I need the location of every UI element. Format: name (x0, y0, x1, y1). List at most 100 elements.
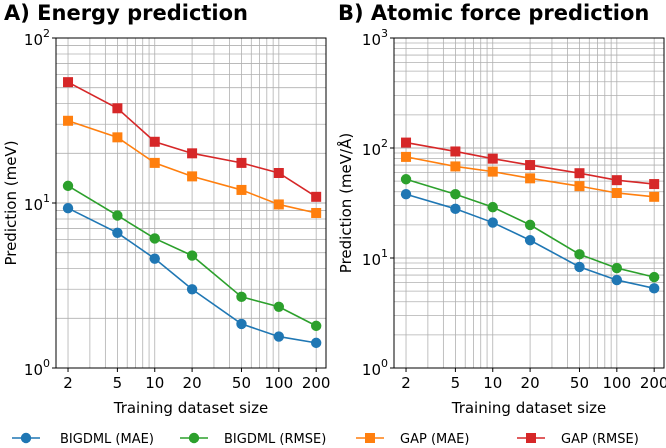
x-tick-label: 10 (145, 374, 164, 392)
data-point (524, 219, 536, 231)
data-point (112, 227, 123, 238)
data-point (487, 166, 498, 177)
legend-marker-shape (526, 433, 536, 443)
data-point (186, 284, 198, 295)
panel-energy: A) Energy prediction 2 5 10 2 0 50 100 200 100 1… (2, 1, 330, 417)
data-point (311, 207, 322, 218)
data-point (149, 136, 160, 147)
series-bigdml-rmse (400, 174, 660, 283)
legend-entry: BIGDML (RMSE) (180, 432, 326, 447)
data-point (649, 179, 660, 190)
axes-frame (393, 37, 665, 369)
y-tick-label: 100 (24, 357, 50, 379)
data-point (525, 173, 536, 184)
data-point (236, 184, 247, 195)
data-point (310, 337, 322, 349)
data-point (62, 180, 74, 192)
y-tick-exponent: 0 (43, 357, 50, 370)
x-tick-label: 10 (483, 374, 502, 392)
series (400, 137, 660, 294)
series-gap-rmse (63, 77, 322, 202)
x-tick-label: 50 (232, 374, 251, 392)
data-point (112, 210, 123, 221)
data-point (574, 249, 585, 260)
x-tick-label: 20 (521, 374, 540, 392)
legend-marker-shape (365, 433, 375, 443)
data-point (149, 253, 160, 264)
legend-entry: GAP (MAE) (356, 432, 469, 447)
y-tick-label: 100 (362, 357, 388, 379)
data-point (648, 271, 660, 283)
x-tick-label: 200 (302, 374, 331, 392)
y-tick-label: 102 (24, 27, 50, 49)
y-tick-base: 10 (362, 251, 381, 269)
data-point (450, 161, 461, 172)
data-point (63, 115, 74, 126)
data-point (574, 261, 585, 273)
series-bigdml-mae (62, 203, 322, 349)
data-point (311, 191, 322, 202)
x-tick-label: 200 (640, 374, 666, 392)
data-point (401, 151, 412, 162)
x-axis-label: Training dataset size (113, 399, 269, 417)
panel-title: A) Energy prediction (4, 1, 248, 25)
data-point (187, 171, 198, 182)
data-point (149, 157, 160, 168)
y-tick-base: 10 (362, 141, 381, 159)
y-tick-base: 10 (24, 196, 43, 214)
x-tick-labels: 2 5 10 20 50 100 200 (401, 368, 666, 392)
data-point (648, 283, 660, 294)
legend-entry: GAP (RMSE) (517, 432, 639, 447)
data-point (187, 148, 198, 159)
y-tick-label: 101 (362, 247, 388, 269)
data-point (186, 250, 198, 261)
y-tick-exponent: 0 (381, 357, 388, 370)
data-point (112, 132, 123, 143)
y-axis-label: Prediction (meV) (2, 140, 20, 265)
legend-entry: BIGDML (MAE) (12, 432, 154, 447)
data-point (273, 199, 284, 210)
y-tick-label: 101 (24, 192, 50, 214)
data-point (401, 137, 412, 148)
data-point (273, 301, 285, 312)
series (62, 77, 322, 349)
grid (394, 38, 664, 369)
data-point (236, 318, 247, 330)
x-tick-label: 5 (451, 374, 461, 392)
panel-force: B) Atomic force prediction 2 5 10 20 50 100 20… (336, 1, 666, 417)
y-tick-exponent: 3 (381, 27, 388, 40)
data-point (649, 191, 660, 202)
legend-label: GAP (RMSE) (561, 432, 639, 447)
legend-label: GAP (MAE) (400, 432, 469, 447)
series-gap-mae (63, 115, 322, 218)
x-tick-label: 2 (63, 374, 73, 392)
data-point (487, 153, 498, 164)
y-tick-exponent: 1 (381, 247, 388, 260)
data-point (611, 175, 622, 186)
data-point (450, 189, 461, 200)
x-tick-label: 100 (265, 374, 294, 392)
y-tick-label: 102 (362, 137, 388, 159)
data-point (236, 157, 247, 168)
data-point (149, 233, 160, 244)
data-point (273, 167, 284, 178)
y-tick-base: 10 (362, 31, 381, 49)
data-point (574, 181, 585, 192)
data-point (112, 103, 123, 114)
data-point (310, 320, 322, 332)
data-point (63, 77, 74, 88)
data-point (62, 203, 74, 214)
legend-marker-shape (20, 432, 32, 444)
y-axis-label: Prediction (meV/Å) (336, 133, 355, 273)
series-bigdml-mae (400, 189, 660, 294)
x-axis-label: Training dataset size (451, 399, 607, 417)
series-gap-mae (401, 151, 660, 202)
legend-marker-shape (188, 432, 200, 444)
x-tick-label: 5 (113, 374, 123, 392)
data-point (400, 189, 412, 200)
x-tick-label: 50 (570, 374, 589, 392)
legend-marker (20, 432, 32, 444)
data-point (611, 187, 622, 198)
